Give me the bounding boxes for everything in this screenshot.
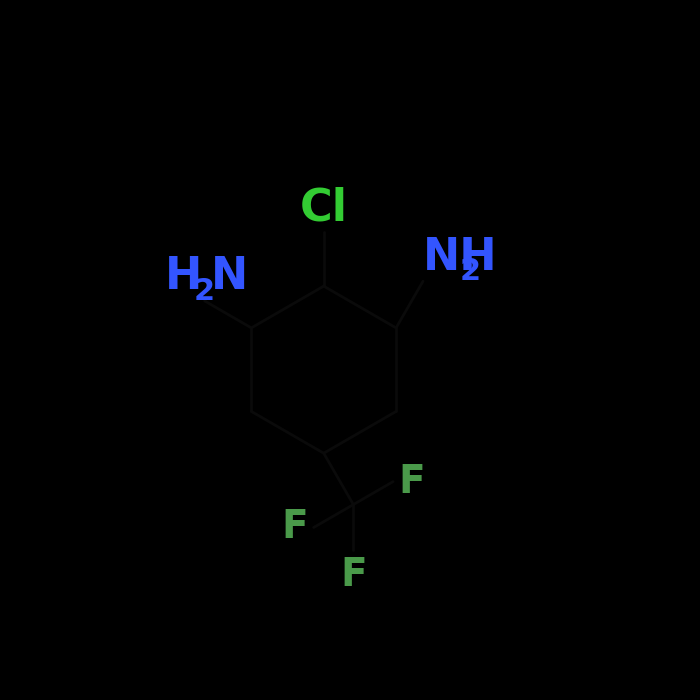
Text: 2: 2 <box>194 277 215 307</box>
Text: N: N <box>211 256 248 298</box>
Text: F: F <box>398 463 425 500</box>
Text: Cl: Cl <box>300 186 348 230</box>
Text: H: H <box>164 256 202 298</box>
Text: NH: NH <box>423 235 498 279</box>
Text: F: F <box>281 508 308 547</box>
Text: 2: 2 <box>460 256 481 286</box>
Text: F: F <box>340 556 367 594</box>
